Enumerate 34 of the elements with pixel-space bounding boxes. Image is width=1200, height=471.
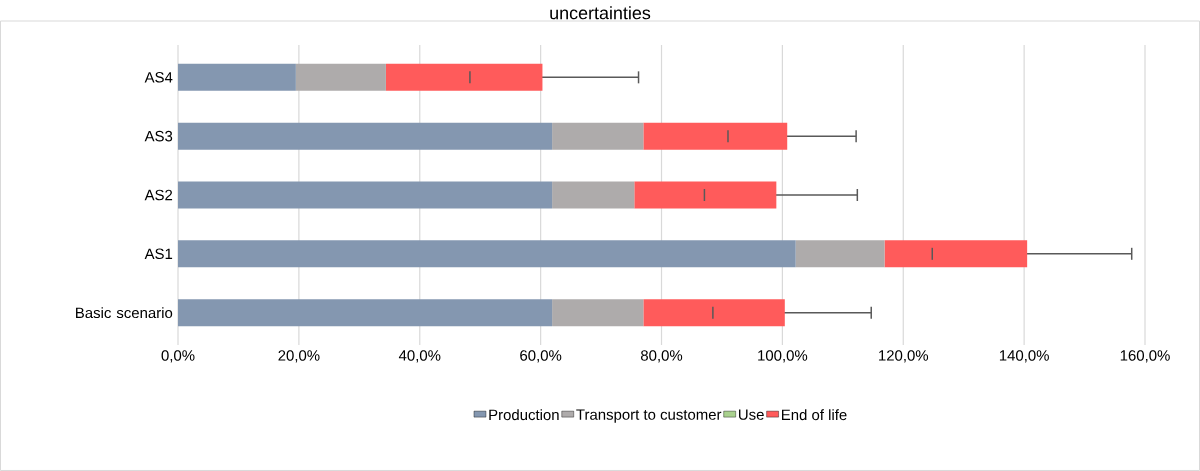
bar bbox=[385, 63, 543, 91]
x-tick-label: 100,0% bbox=[758, 350, 808, 363]
x-tick-label: 60,0% bbox=[520, 350, 562, 363]
legend-label: End of life bbox=[782, 409, 847, 421]
y-tick-label: Basic scenario bbox=[76, 307, 173, 319]
legend-label: Transport to customer bbox=[576, 409, 722, 423]
bar bbox=[178, 181, 553, 209]
chart-title: uncertainties bbox=[550, 6, 651, 20]
x-tick-label: 140,0% bbox=[999, 350, 1049, 363]
bar bbox=[552, 122, 644, 150]
x-tick-label: 120,0% bbox=[879, 350, 929, 363]
bar bbox=[178, 299, 553, 327]
bar bbox=[295, 63, 386, 91]
bar bbox=[634, 181, 777, 209]
bar bbox=[643, 299, 785, 327]
y-tick-label: AS4 bbox=[144, 72, 173, 83]
x-tick-label: 20,0% bbox=[278, 350, 320, 363]
bar bbox=[884, 240, 1028, 268]
legend-label: Use bbox=[739, 409, 764, 420]
x-tick-label: 160,0% bbox=[1120, 350, 1170, 363]
y-tick-label: AS2 bbox=[144, 189, 173, 201]
legend-label: Production bbox=[489, 409, 559, 421]
bar bbox=[178, 63, 296, 91]
bar bbox=[178, 240, 796, 268]
x-tick-label: 80,0% bbox=[640, 350, 683, 363]
bar bbox=[552, 299, 644, 327]
bar bbox=[552, 181, 635, 209]
bar bbox=[178, 122, 553, 150]
bar bbox=[795, 240, 885, 268]
y-tick-label: AS1 bbox=[144, 248, 173, 260]
x-tick-label: 0,0% bbox=[161, 350, 195, 363]
y-tick-label: AS3 bbox=[144, 130, 173, 142]
x-tick-label: 40,0% bbox=[398, 350, 441, 363]
bar bbox=[643, 122, 788, 150]
